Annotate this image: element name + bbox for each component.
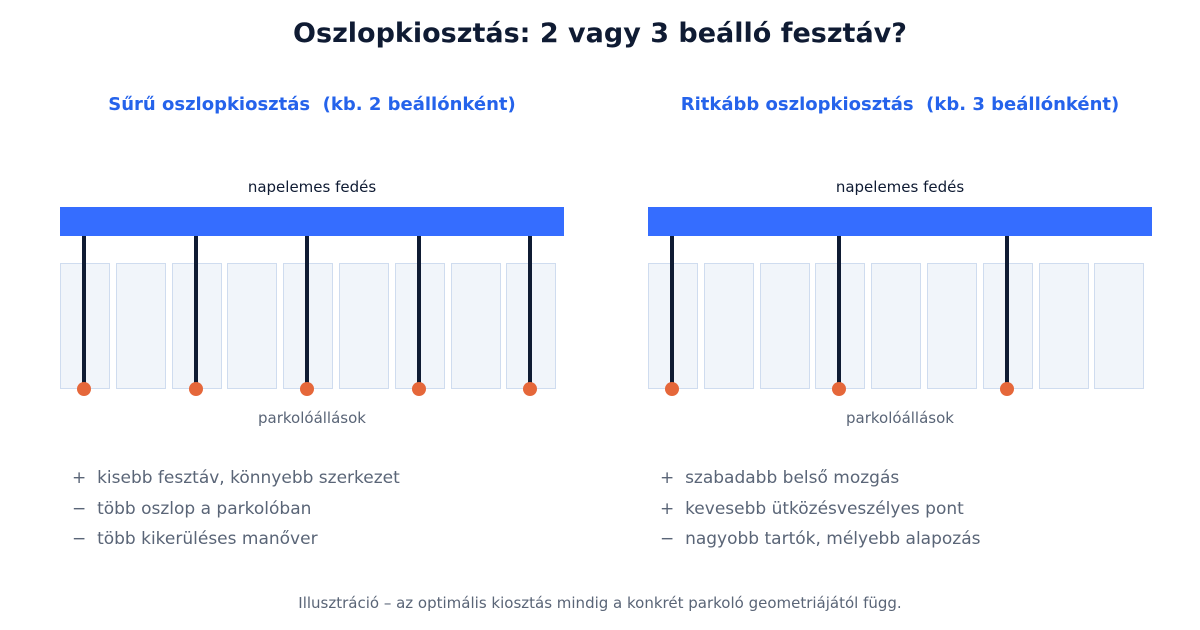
point-item: − több oszlop a parkolóban <box>72 499 311 519</box>
parking-spot <box>450 263 501 389</box>
parking-spot <box>927 263 977 389</box>
column-foundation <box>77 382 91 396</box>
support-column <box>528 236 533 389</box>
point-text: kisebb fesztáv, könnyebb szerkezet <box>97 468 400 488</box>
solar-roof <box>648 207 1152 236</box>
parking-spot <box>339 263 389 389</box>
point-sign: − <box>72 529 87 549</box>
column-foundation <box>188 382 203 396</box>
point-sign: + <box>660 468 675 488</box>
support-column <box>305 236 310 389</box>
column-foundation <box>999 382 1014 396</box>
roof-label: napelemes fedés <box>247 178 377 196</box>
point-item: + kisebb fesztáv, könnyebb szerkezet <box>72 468 400 488</box>
point-sign: + <box>72 468 87 488</box>
point-text: kevesebb ütközésveszélyes pont <box>685 499 964 519</box>
support-column <box>1004 236 1009 389</box>
point-text: több kikerüléses manőver <box>97 529 318 549</box>
column-foundation <box>300 382 315 396</box>
panel-heading: Sűrű oszlopkiosztás (kb. 2 beállónként) <box>108 94 516 115</box>
column-foundation <box>411 382 426 396</box>
point-sign: + <box>660 499 675 519</box>
panel-heading: Ritkább oszlopkiosztás (kb. 3 beállónkén… <box>680 94 1120 115</box>
parking-spot <box>1094 263 1145 389</box>
parking-spot <box>703 263 754 389</box>
point-text: szabadabb belső mozgás <box>685 468 900 488</box>
support-column <box>416 236 421 389</box>
parking-spot <box>871 263 922 389</box>
column-foundation <box>832 382 847 396</box>
support-column <box>193 236 198 389</box>
support-column <box>837 236 842 389</box>
parking-spot <box>1038 263 1089 389</box>
parking-spot <box>759 263 810 389</box>
point-item: + kevesebb ütközésveszélyes pont <box>660 499 964 519</box>
parking-spot <box>227 263 278 389</box>
point-text: nagyobb tartók, mélyebb alapozás <box>685 529 981 549</box>
page-title: Oszlopkiosztás: 2 vagy 3 beálló fesztáv? <box>293 18 907 49</box>
column-foundation <box>665 382 679 396</box>
point-sign: − <box>72 499 87 519</box>
footer-note: Illusztráció – az optimális kiosztás min… <box>298 594 902 612</box>
support-column <box>670 236 674 389</box>
parking-label: parkolóállások <box>846 409 954 427</box>
roof-label: napelemes fedés <box>835 178 965 196</box>
point-item: + szabadabb belső mozgás <box>660 468 899 488</box>
parking-spot <box>115 263 166 389</box>
support-column <box>82 236 86 389</box>
point-text: több oszlop a parkolóban <box>97 499 312 519</box>
solar-roof <box>60 207 564 236</box>
column-foundation <box>523 382 538 396</box>
parking-label: parkolóállások <box>258 409 366 427</box>
point-item: − nagyobb tartók, mélyebb alapozás <box>660 529 980 549</box>
point-sign: − <box>660 529 675 549</box>
point-item: − több kikerüléses manőver <box>72 529 318 549</box>
